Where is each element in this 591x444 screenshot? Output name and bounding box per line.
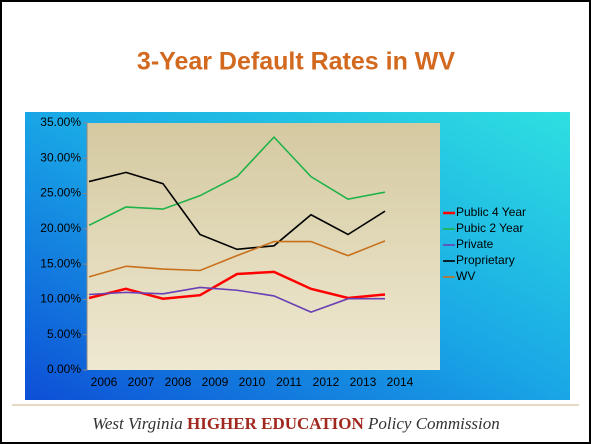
y-tick-label: 35.00% [40,115,81,129]
y-tick-label: 20.00% [40,221,81,235]
x-tick-label: 2012 [313,375,340,389]
legend-label: Public 4 Year [456,205,526,219]
footer-rest: Policy Commission [367,414,500,433]
y-tick-label: 25.00% [40,186,81,200]
footer: West Virginia HIGHER EDUCATION Policy Co… [92,414,500,433]
x-tick-label: 2006 [91,375,118,389]
series-line [88,171,386,251]
y-tick-label: 5.00% [47,327,81,341]
y-tick-label: 15.00% [40,256,81,270]
series-line [88,286,385,313]
x-tick-label: 2014 [387,375,414,389]
legend-label: Private [456,237,494,251]
x-tick-label: 2008 [165,375,192,389]
x-tick-label: 2007 [128,375,155,389]
x-tick-label: 2009 [202,375,229,389]
chart-title: 3-Year Default Rates in WV [137,48,455,76]
x-tick-label: 2010 [239,375,266,389]
y-tick-label: 30.00% [40,150,81,164]
y-tick-label: 10.00% [40,292,81,306]
legend-label: Pubic 2 Year [456,221,523,235]
y-tick-label: 0.00% [47,362,81,376]
x-tick-label: 2011 [276,375,302,389]
x-tick-label: 2013 [350,375,377,389]
series-line [88,240,386,278]
legend-label: WV [456,269,475,283]
footer-org: HIGHER EDUCATION [187,414,365,433]
footer-state: West Virginia [92,414,183,433]
series-line [88,135,386,227]
legend-label: Proprietary [456,253,515,267]
